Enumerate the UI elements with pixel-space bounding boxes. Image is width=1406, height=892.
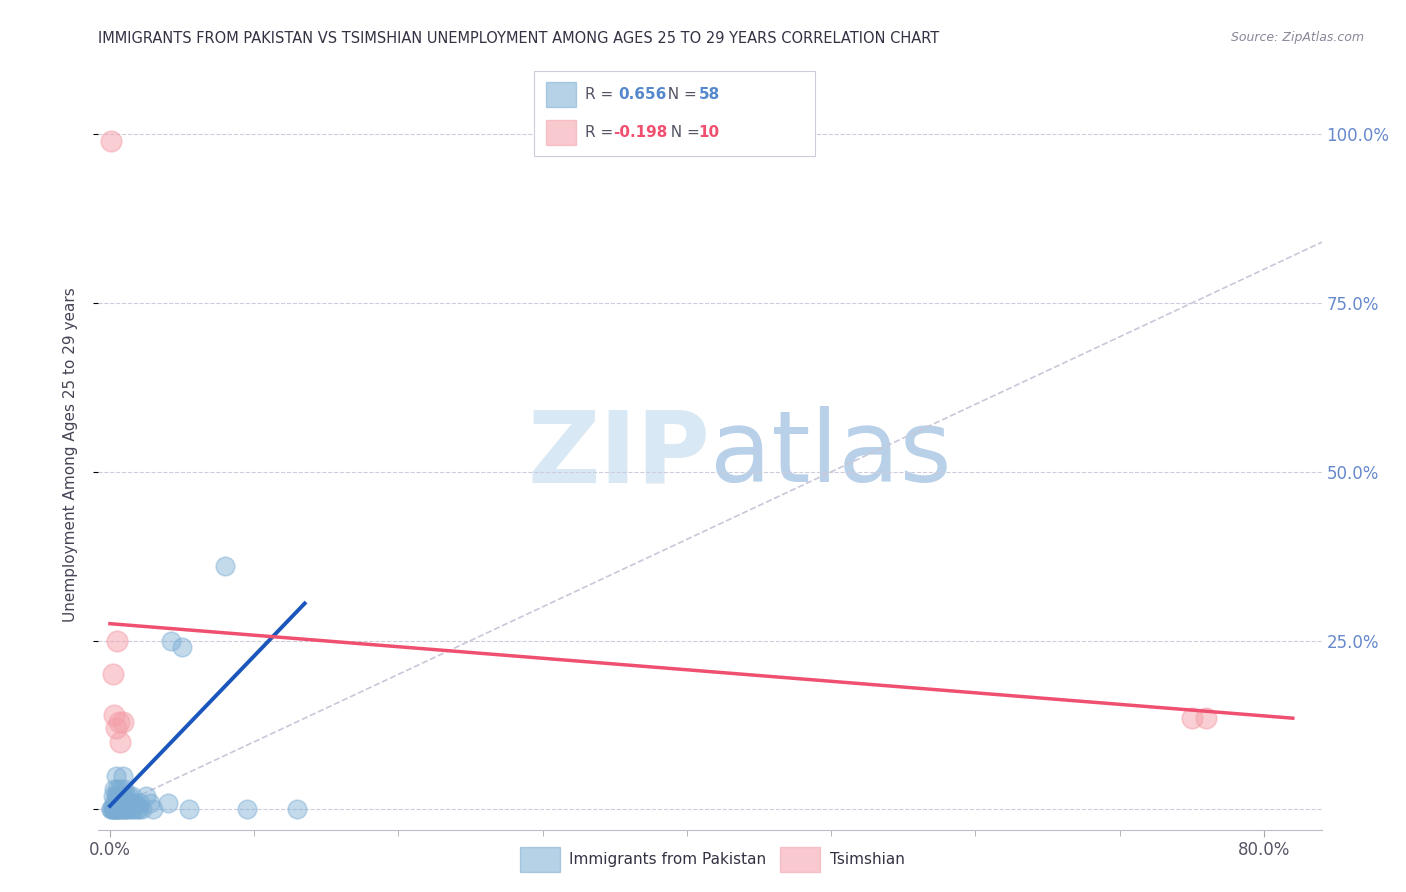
Point	[104, 802, 127, 816]
Point	[103, 707, 125, 722]
Text: IMMIGRANTS FROM PAKISTAN VS TSIMSHIAN UNEMPLOYMENT AMONG AGES 25 TO 29 YEARS COR: IMMIGRANTS FROM PAKISTAN VS TSIMSHIAN UN…	[98, 31, 939, 46]
Text: ZIP: ZIP	[527, 407, 710, 503]
Text: -0.198: -0.198	[613, 126, 668, 140]
Point	[104, 721, 127, 735]
Point	[110, 802, 132, 816]
Point	[121, 802, 143, 816]
Point	[111, 789, 134, 803]
Point	[117, 802, 139, 816]
Point	[107, 796, 129, 810]
Point	[108, 782, 131, 797]
Point	[111, 714, 134, 729]
Point	[179, 802, 201, 816]
Point	[124, 802, 146, 816]
Point	[108, 735, 131, 749]
Point	[107, 789, 129, 803]
Point	[125, 796, 148, 810]
Point	[100, 802, 122, 816]
Point	[105, 802, 128, 816]
Point	[129, 796, 152, 810]
Point	[135, 789, 157, 803]
Point	[104, 768, 127, 782]
Point	[139, 796, 162, 810]
Point	[103, 796, 125, 810]
Text: N =: N =	[661, 126, 704, 140]
Text: N =: N =	[658, 87, 702, 102]
Point	[104, 789, 127, 803]
Point	[101, 802, 124, 816]
Point	[103, 802, 125, 816]
Point	[101, 667, 124, 681]
Text: R =: R =	[585, 87, 619, 102]
Point	[104, 802, 127, 816]
Point	[107, 802, 129, 816]
Point	[104, 796, 127, 810]
Point	[131, 802, 153, 816]
Point	[101, 789, 124, 803]
Point	[118, 789, 141, 803]
Point	[105, 796, 128, 810]
Point	[105, 633, 128, 648]
Point	[120, 796, 142, 810]
Point	[110, 796, 132, 810]
Point	[105, 789, 128, 803]
Point	[118, 802, 141, 816]
Point	[287, 802, 309, 816]
Point	[127, 802, 149, 816]
Point	[108, 802, 131, 816]
Text: R =: R =	[585, 126, 619, 140]
Point	[100, 134, 122, 148]
Point	[101, 802, 124, 816]
Point	[1181, 711, 1204, 725]
Point	[122, 796, 145, 810]
Point	[105, 782, 128, 797]
Point	[236, 802, 259, 816]
Point	[128, 802, 150, 816]
Point	[108, 796, 131, 810]
Text: 58: 58	[699, 87, 720, 102]
Point	[142, 802, 165, 816]
Text: Immigrants from Pakistan: Immigrants from Pakistan	[569, 853, 766, 867]
Text: 10: 10	[699, 126, 720, 140]
Point	[103, 802, 125, 816]
Point	[114, 802, 136, 816]
Point	[112, 802, 135, 816]
Point	[156, 796, 179, 810]
Point	[114, 789, 136, 803]
Text: Source: ZipAtlas.com: Source: ZipAtlas.com	[1230, 31, 1364, 45]
Point	[107, 714, 129, 729]
Point	[159, 633, 181, 648]
Point	[110, 789, 132, 803]
Point	[172, 640, 194, 655]
Point	[117, 796, 139, 810]
Y-axis label: Unemployment Among Ages 25 to 29 years: Unemployment Among Ages 25 to 29 years	[63, 287, 77, 623]
Text: 0.656: 0.656	[619, 87, 666, 102]
Point	[103, 782, 125, 797]
Point	[112, 782, 135, 797]
Point	[112, 796, 135, 810]
Point	[105, 802, 128, 816]
Text: atlas: atlas	[710, 407, 952, 503]
Point	[111, 802, 134, 816]
Point	[1195, 711, 1218, 725]
Point	[121, 789, 143, 803]
Point	[214, 559, 236, 574]
Point	[111, 768, 134, 782]
Point	[100, 802, 122, 816]
Text: Tsimshian: Tsimshian	[830, 853, 904, 867]
